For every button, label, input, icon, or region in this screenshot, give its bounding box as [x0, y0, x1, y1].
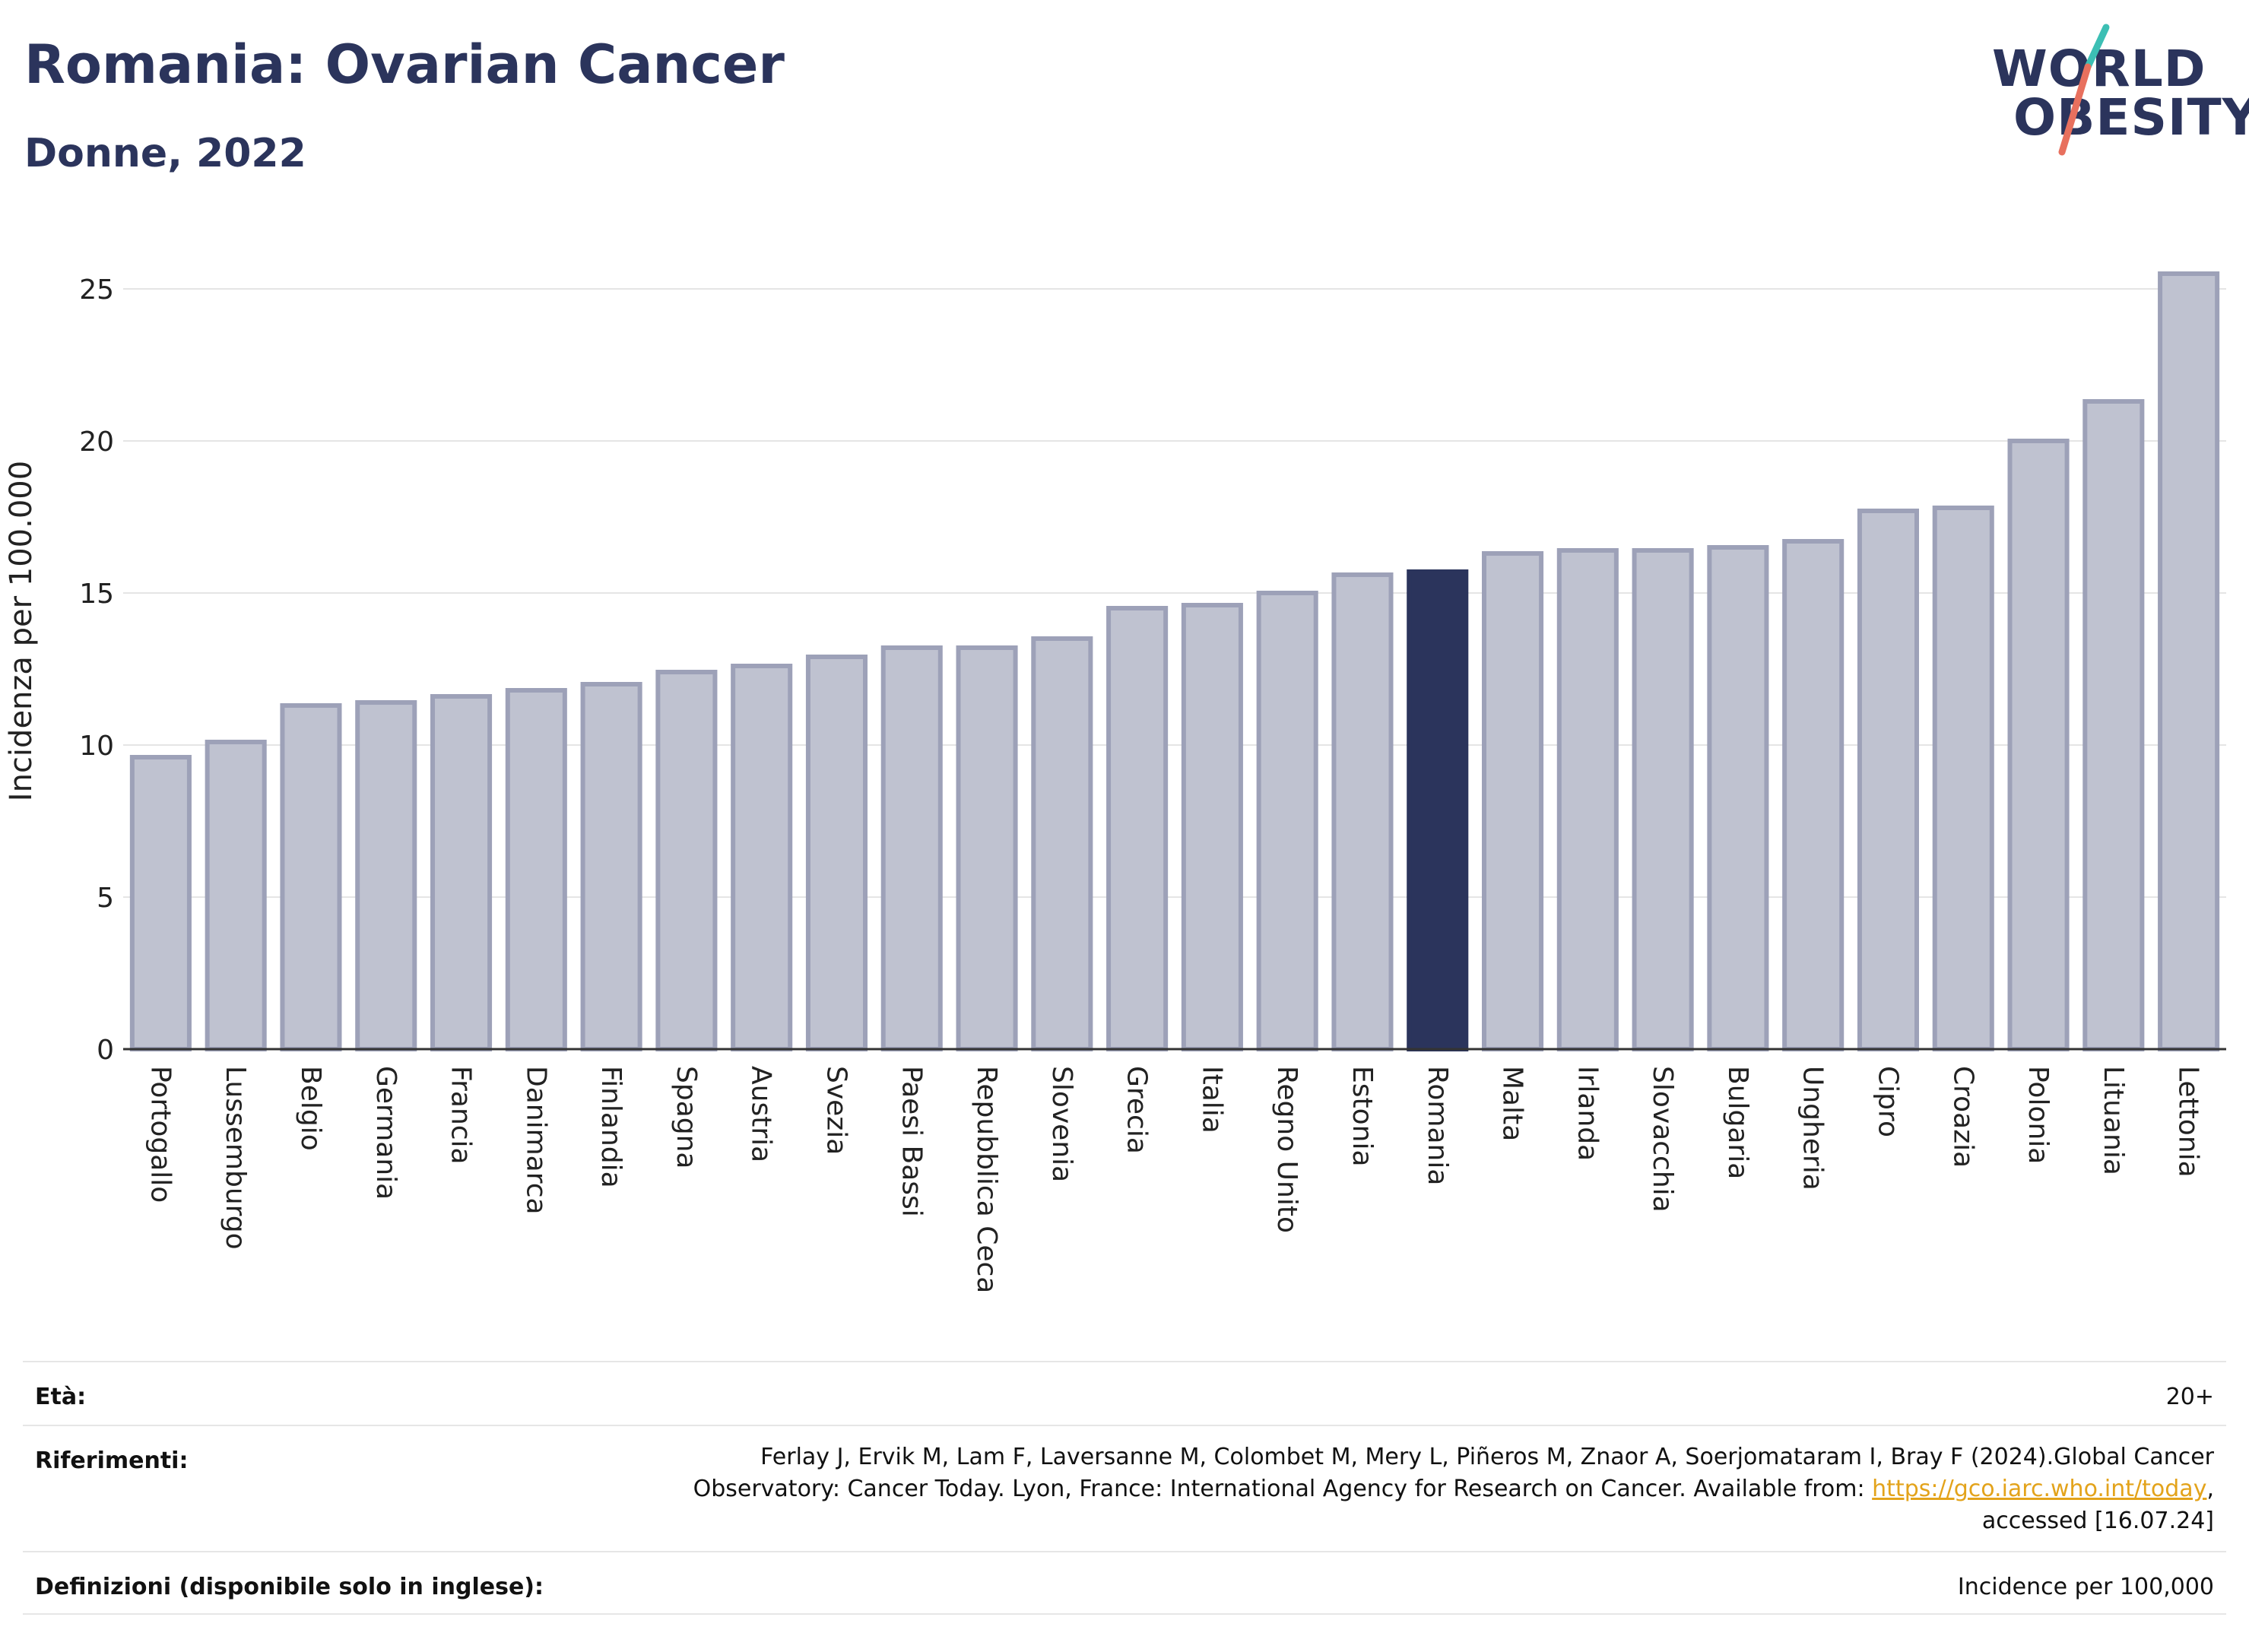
bar-germania[interactable] — [355, 700, 417, 1051]
x-tick-label: Lettonia — [2173, 1066, 2204, 1178]
bar-italia[interactable] — [1181, 603, 1243, 1051]
bar-polonia[interactable] — [2007, 439, 2070, 1051]
x-tick-label: Repubblica Ceca — [971, 1066, 1002, 1293]
x-tick-label: Svezia — [820, 1066, 852, 1155]
logo-line-2: OBESITY — [2013, 88, 2249, 147]
age-label: Età: — [35, 1384, 87, 1410]
bar-danimarca[interactable] — [505, 688, 567, 1051]
bar-finlandia[interactable] — [580, 682, 642, 1051]
y-tick-label: 5 — [97, 883, 114, 914]
bar-grecia[interactable] — [1106, 606, 1169, 1051]
references-link[interactable]: https://gco.iarc.who.int/today — [1872, 1476, 2207, 1502]
bar-austria[interactable] — [731, 664, 793, 1051]
x-tick-label: Ungheria — [1797, 1066, 1829, 1191]
bar-portogallo[interactable] — [129, 755, 192, 1051]
x-tick-label: Danimarca — [520, 1066, 551, 1215]
bar-slovacchia[interactable] — [1632, 548, 1694, 1051]
bar-estonia[interactable] — [1331, 572, 1394, 1051]
y-tick-label: 20 — [79, 426, 114, 458]
x-tick-label: Slovenia — [1046, 1066, 1077, 1182]
bar-lituania[interactable] — [2082, 399, 2145, 1051]
bar-slovenia[interactable] — [1031, 636, 1093, 1051]
x-tick-label: Portogallo — [144, 1066, 176, 1203]
x-tick-label: Germania — [370, 1066, 401, 1200]
x-tick-label: Lituania — [2098, 1066, 2129, 1175]
meta-row-age: Età: 20+ — [23, 1361, 2226, 1425]
bar-irlanda[interactable] — [1556, 548, 1619, 1051]
definitions-label: Definizioni (disponibile solo in inglese… — [35, 1574, 544, 1600]
metadata-table: Età: 20+ Riferimenti: Ferlay J, Ervik M,… — [23, 1361, 2226, 1619]
references-line-1: Ferlay J, Ervik M, Lam F, Laversanne M, … — [760, 1444, 2214, 1470]
bar-repubblica-ceca[interactable] — [956, 645, 1018, 1051]
references-label: Riferimenti: — [35, 1447, 189, 1474]
bar-ungheria[interactable] — [1782, 539, 1845, 1051]
x-tick-label: Italia — [1196, 1066, 1227, 1134]
chart-title: Romania: Ovarian Cancer — [24, 33, 785, 96]
x-tick-label: Polonia — [2022, 1066, 2054, 1164]
x-tick-label: Croazia — [1947, 1066, 1978, 1168]
logo-slash-icon — [2058, 24, 2110, 156]
x-tick-label: Bulgaria — [1722, 1066, 1753, 1179]
references-line-3: accessed [16.07.24] — [1981, 1508, 2214, 1534]
x-tick-label: Lussemburgo — [220, 1066, 251, 1250]
bar-bulgaria[interactable] — [1707, 545, 1769, 1051]
bar-svezia[interactable] — [805, 655, 868, 1051]
y-tick-label: 10 — [79, 731, 114, 762]
y-tick-label: 25 — [79, 274, 114, 306]
world-obesity-logo: WORLD OBESITY — [1977, 23, 2249, 160]
chart-subtitle: Donne, 2022 — [24, 131, 306, 176]
x-tick-label: Finlandia — [595, 1066, 626, 1188]
bar-belgio[interactable] — [280, 703, 342, 1051]
y-tick-label: 15 — [79, 579, 114, 610]
bar-lettonia[interactable] — [2158, 271, 2220, 1051]
references-line-2: Observatory: Cancer Today. Lyon, France:… — [693, 1476, 2214, 1502]
x-tick-label: Irlanda — [1572, 1066, 1603, 1161]
x-tick-label: Austria — [746, 1066, 777, 1162]
bar-lussemburgo[interactable] — [205, 740, 267, 1051]
x-tick-label: Estonia — [1347, 1066, 1378, 1167]
x-tick-label: Paesi Bassi — [896, 1066, 927, 1217]
bar-regno-unito[interactable] — [1256, 591, 1318, 1051]
bar-romania[interactable] — [1407, 569, 1469, 1051]
x-tick-label: Slovacchia — [1647, 1066, 1678, 1213]
references-text: Ferlay J, Ervik M, Lam F, Laversanne M, … — [617, 1441, 2214, 1537]
bar-cipro[interactable] — [1857, 509, 1920, 1051]
y-tick-label: 0 — [97, 1035, 114, 1066]
bar-paesi-bassi[interactable] — [880, 645, 943, 1051]
bar-spagna[interactable] — [655, 670, 718, 1051]
definitions-value: Incidence per 100,000 — [1957, 1574, 2214, 1600]
bar-chart: 0 5 10 15 20 25 Portogallo Lussemburgo Belgio Ger… — [79, 271, 2226, 1293]
x-tick-label: Francia — [446, 1066, 477, 1165]
x-tick-label: Malta — [1497, 1066, 1528, 1141]
x-tick-label: Spagna — [671, 1066, 702, 1169]
x-tick-label: Cipro — [1872, 1066, 1903, 1137]
x-tick-label: Grecia — [1121, 1066, 1153, 1154]
meta-row-references: Riferimenti: Ferlay J, Ervik M, Lam F, L… — [23, 1425, 2226, 1551]
meta-row-definitions: Definizioni (disponibile solo in inglese… — [23, 1551, 2226, 1615]
x-tick-label: Belgio — [295, 1066, 326, 1151]
x-tick-label: Regno Unito — [1271, 1066, 1302, 1233]
logo-line-1: WORLD — [1992, 40, 2206, 98]
x-tick-label: Romania — [1422, 1066, 1453, 1185]
age-value: 20+ — [2165, 1384, 2214, 1410]
bar-francia[interactable] — [430, 694, 493, 1051]
bar-malta[interactable] — [1481, 551, 1544, 1051]
bar-croazia[interactable] — [1932, 506, 1994, 1051]
